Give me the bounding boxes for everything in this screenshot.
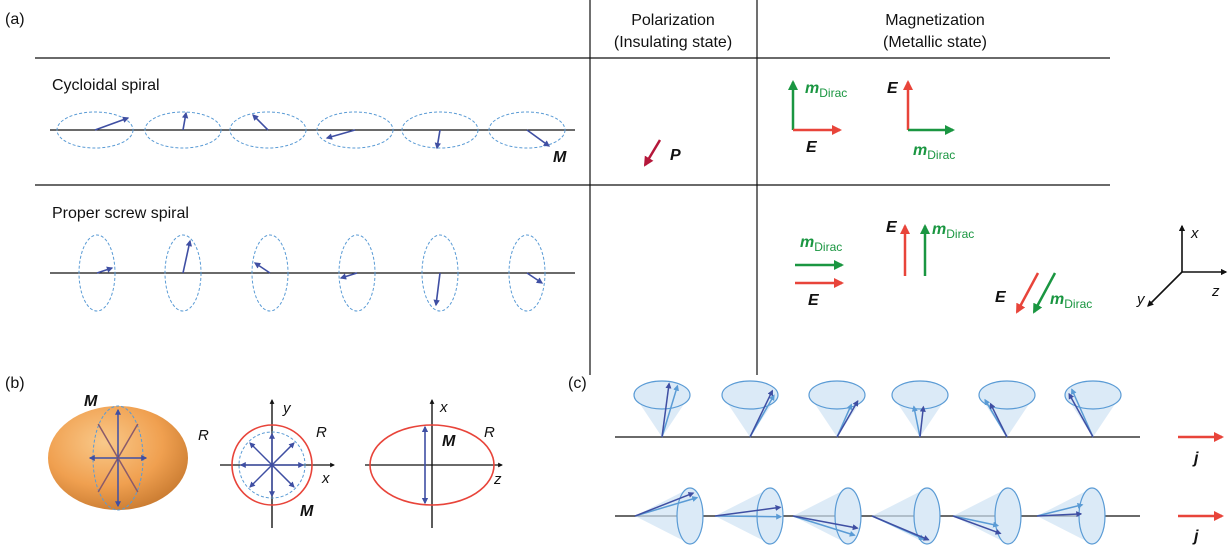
moment-label: mDirac — [1050, 291, 1092, 311]
line — [95, 118, 128, 130]
label: M — [300, 503, 314, 520]
line — [1017, 273, 1038, 312]
moment-subscript: Dirac — [819, 86, 847, 100]
label: M — [442, 433, 456, 450]
label: E — [995, 289, 1007, 306]
label: y — [282, 400, 292, 417]
line — [645, 140, 660, 165]
label: M — [84, 393, 98, 410]
line — [97, 268, 112, 273]
label: P — [670, 147, 681, 164]
label: (b) — [5, 375, 25, 392]
line — [1148, 272, 1182, 306]
moment-subscript: Dirac — [814, 240, 842, 254]
line — [436, 273, 440, 305]
label: z — [493, 471, 502, 488]
line — [250, 465, 272, 487]
cone-rim — [634, 381, 690, 409]
label: x — [439, 399, 448, 416]
line — [250, 443, 272, 465]
moment-label: mDirac — [805, 80, 847, 100]
label: x — [321, 470, 330, 487]
line — [255, 263, 270, 273]
moment-subscript: Dirac — [1064, 297, 1092, 311]
cone-rim — [892, 381, 948, 409]
label: E — [808, 292, 820, 309]
label: x — [1190, 225, 1199, 242]
label: y — [1136, 291, 1146, 308]
label: j — [1192, 450, 1199, 467]
body: (a) Polarization (Insulating state) Magneti… — [0, 0, 1228, 545]
line — [253, 115, 268, 130]
moment-label: mDirac — [800, 234, 842, 254]
label: R — [316, 424, 327, 441]
cone-rim — [995, 488, 1021, 544]
cone-rim — [809, 381, 865, 409]
label: Polarization — [631, 12, 715, 29]
label: z — [1211, 283, 1220, 300]
line — [715, 516, 781, 517]
label: Proper screw spiral — [52, 205, 189, 222]
cone-rim — [1079, 488, 1105, 544]
line — [341, 273, 357, 278]
label: R — [484, 424, 495, 441]
label: (a) — [5, 11, 25, 28]
label: (Metallic state) — [883, 34, 987, 51]
label: Magnetization — [885, 12, 985, 29]
label: j — [1192, 528, 1199, 545]
line — [527, 130, 549, 146]
figure: (a) Polarization (Insulating state) Magneti… — [0, 0, 1228, 545]
line — [272, 443, 294, 465]
moment-label: mDirac — [913, 142, 955, 162]
label: (c) — [568, 375, 587, 392]
label: M — [553, 149, 567, 166]
line — [183, 113, 186, 130]
cone-rim — [677, 488, 703, 544]
moment-subscript: Dirac — [946, 227, 974, 241]
label: R — [198, 427, 209, 444]
cone-rim — [835, 488, 861, 544]
moment-symbol: m — [1050, 291, 1064, 308]
moment-subscript: Dirac — [927, 148, 955, 162]
page: Spiral magnetism figure {"panel_a": {"la… — [0, 0, 1228, 545]
label: E — [887, 80, 899, 97]
moment-symbol: m — [932, 221, 946, 238]
moment-label: mDirac — [932, 221, 974, 241]
label: E — [886, 219, 898, 236]
label: E — [806, 139, 818, 156]
label: Cycloidal spiral — [52, 77, 160, 94]
cone-rim — [1065, 381, 1121, 409]
label: (Insulating state) — [614, 34, 732, 51]
line — [183, 241, 190, 273]
line — [527, 273, 542, 283]
moment-symbol: m — [913, 142, 927, 159]
line — [437, 130, 440, 148]
moment-symbol: m — [800, 234, 814, 251]
moment-symbol: m — [805, 80, 819, 97]
line — [272, 465, 294, 487]
line — [327, 130, 355, 138]
